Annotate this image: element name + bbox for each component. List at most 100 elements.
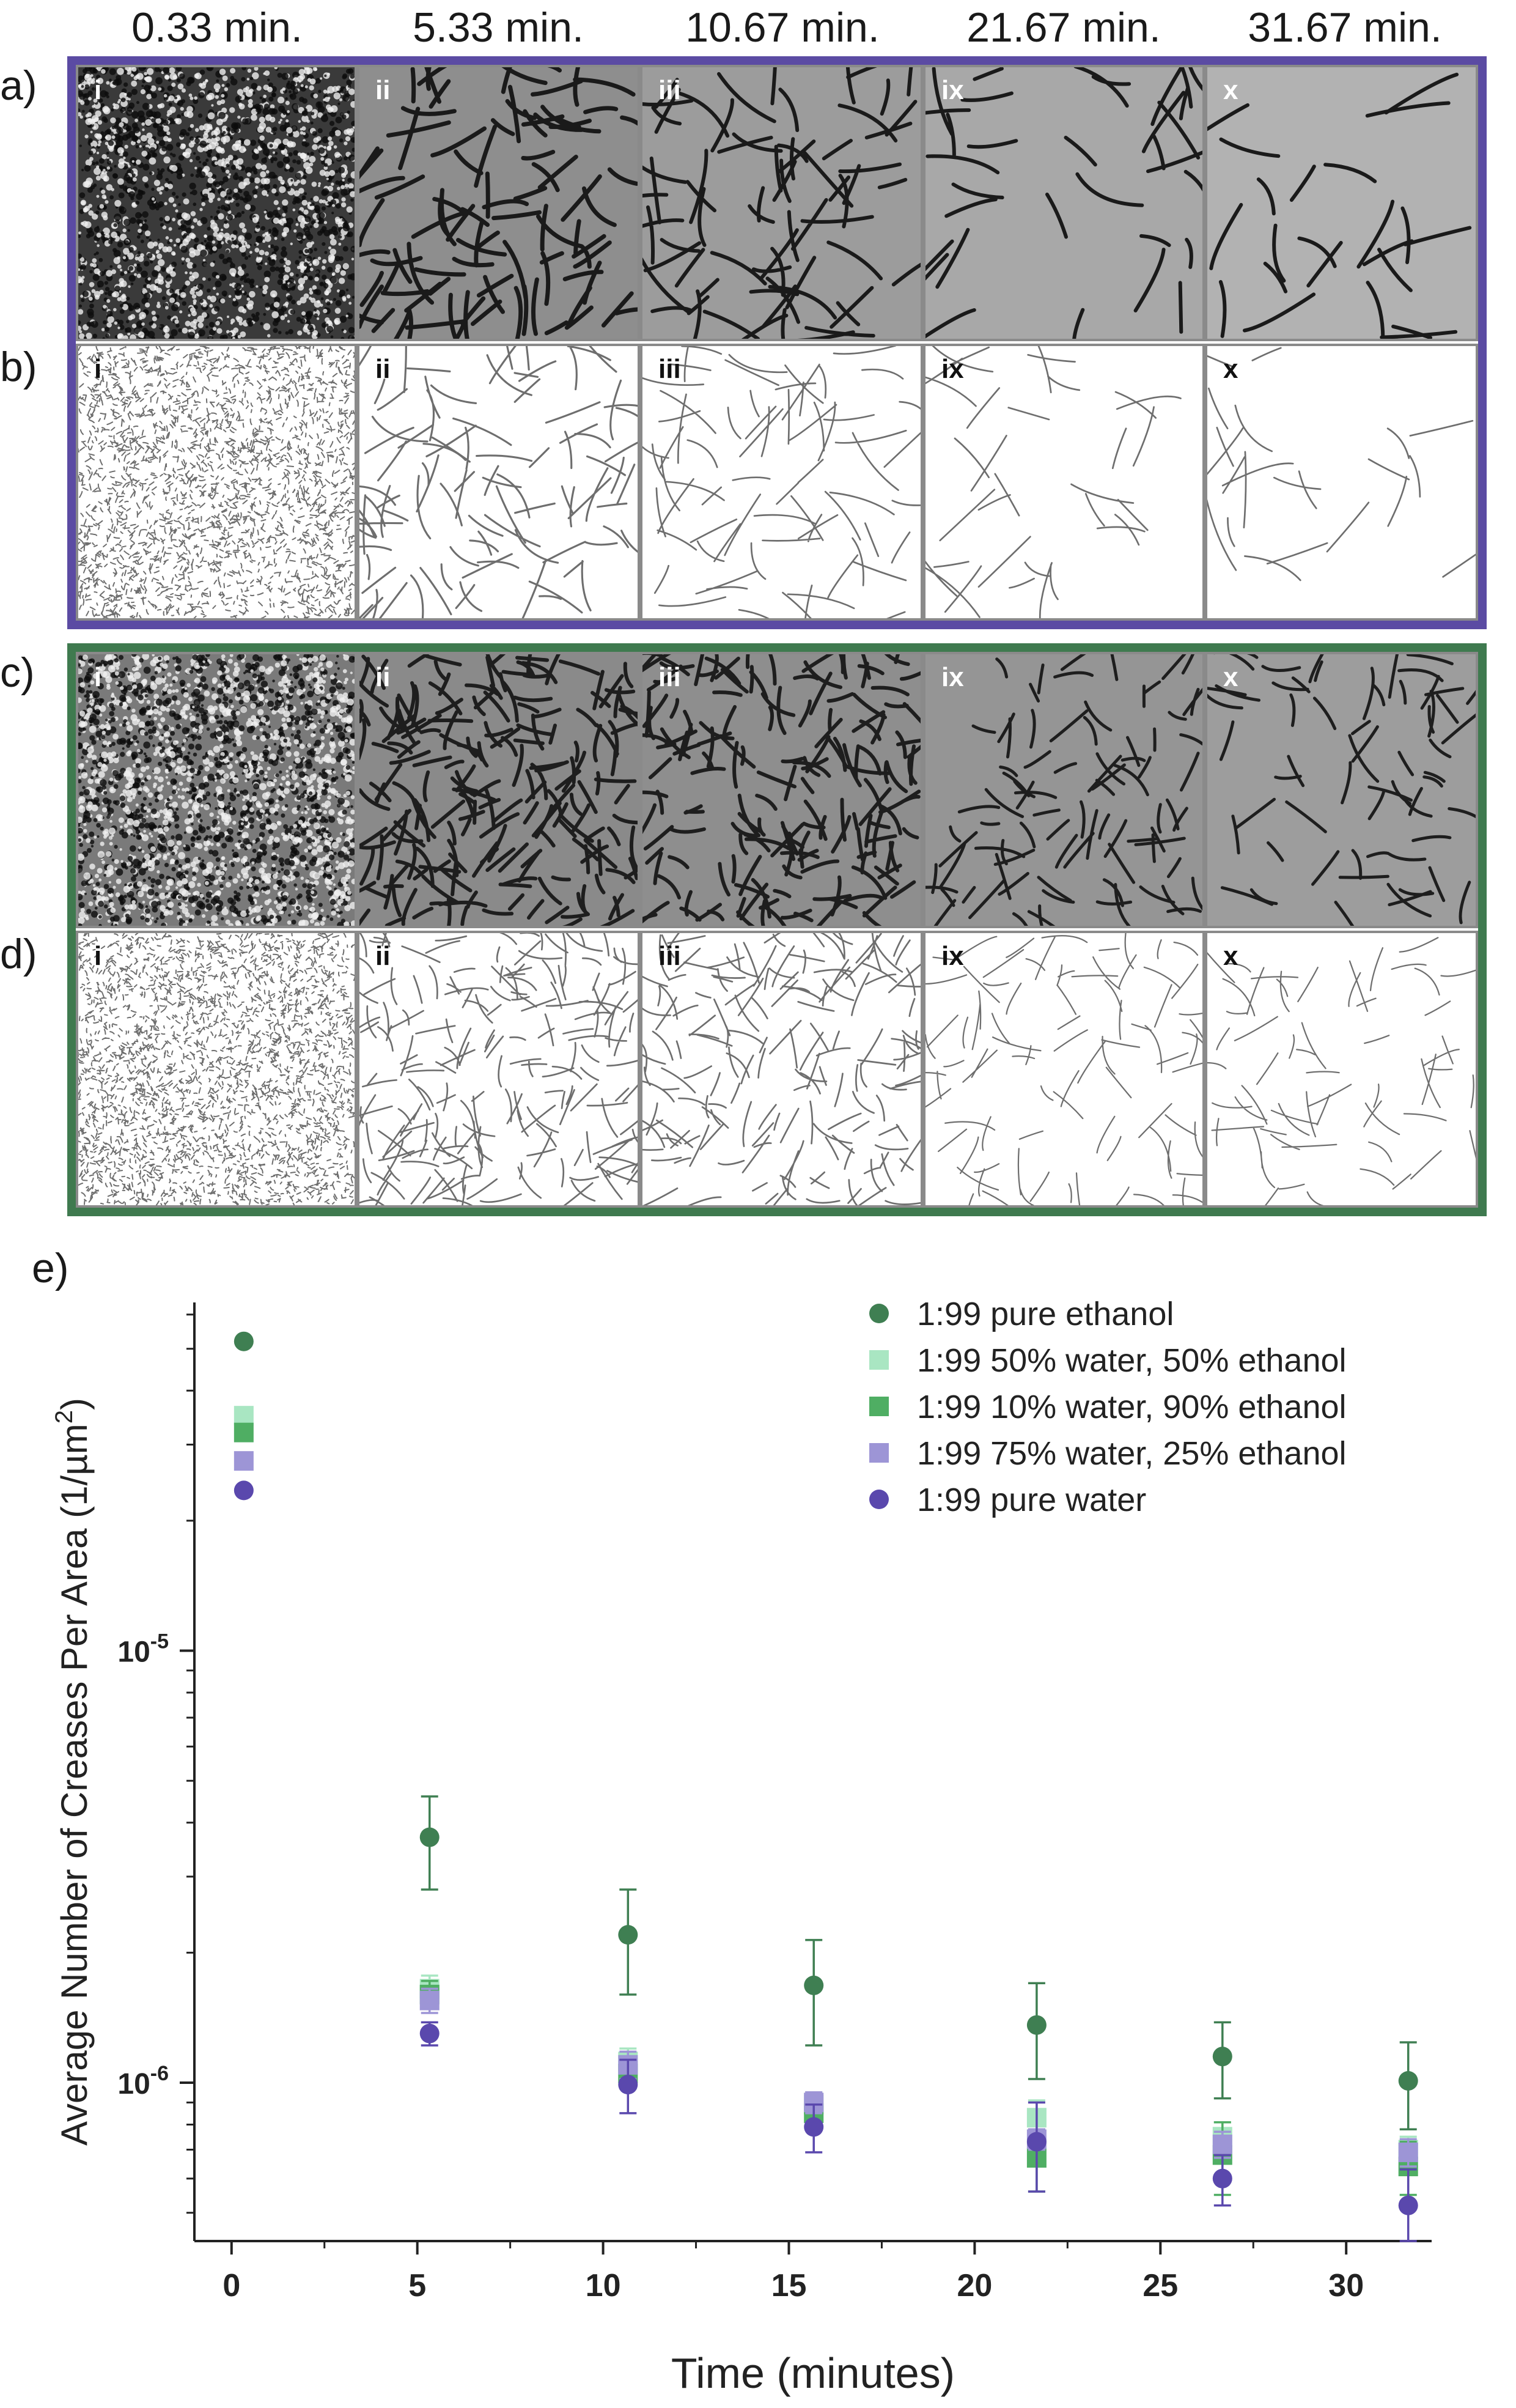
x-axis-title: Time (minutes) [671, 2349, 955, 2397]
column-time-3: 10.67 min. [685, 4, 880, 51]
legend-label: 1:99 50% water, 50% ethanol [917, 1342, 1347, 1379]
micrograph-a-ii: ii [357, 65, 640, 341]
trace-b-iii: iii [640, 344, 923, 621]
legend-label: 1:99 pure water [917, 1482, 1146, 1518]
data-point [804, 1975, 824, 1995]
tile-label: iii [658, 941, 681, 971]
legend-marker [869, 1304, 889, 1323]
tile-label: ii [375, 941, 391, 971]
series-1 [234, 1331, 1418, 2131]
crease-density-chart: e) 0 5 10 15 20 25 30 10-6 10-5 Time (minutes) Ave… [32, 1245, 1432, 2397]
tile-label: x [1223, 941, 1238, 971]
x-tick-label: 0 [223, 2268, 240, 2303]
tile-label: i [94, 354, 102, 384]
row-label-d: d) [0, 931, 37, 977]
purple-frame-ab [67, 56, 1487, 629]
crease-texture [925, 933, 1202, 1205]
crease-texture [78, 67, 355, 339]
legend-marker [869, 1443, 889, 1463]
series-4 [234, 1451, 1418, 2168]
micrograph-c-x: x [1205, 652, 1478, 928]
crease-texture [359, 654, 638, 926]
row-label-a: a) [0, 62, 37, 109]
data-point [234, 1451, 254, 1471]
micrograph-c-iii: iii [640, 652, 923, 928]
tile-label: ii [375, 354, 391, 384]
data-point [618, 1925, 638, 1945]
axes: 0 5 10 15 20 25 30 10-6 10-5 Time (minutes) Averag… [51, 1302, 1432, 2397]
trace-d-ix: ix [923, 931, 1205, 1208]
tile-label: x [1223, 662, 1238, 692]
x-tick-label: 20 [957, 2268, 992, 2303]
trace-b-x: x [1205, 344, 1478, 621]
y-axis-title: Average Number of Creases Per Area (1/µm… [51, 1398, 95, 2146]
tile-label: x [1223, 75, 1238, 105]
data-point [618, 2075, 638, 2095]
trace-b-i: i [76, 344, 357, 621]
data-point [234, 1406, 254, 1426]
tile-label: ix [941, 75, 964, 105]
column-time-4: 21.67 min. [966, 4, 1161, 51]
tile-label: iii [658, 662, 681, 692]
micrograph-c-ix: ix [923, 652, 1205, 928]
micrograph-c-i: i [76, 652, 357, 928]
x-tick-label: 15 [771, 2268, 807, 2303]
data-point [1212, 2047, 1232, 2067]
legend-marker [869, 1490, 889, 1509]
crease-texture [925, 67, 1202, 339]
tile-label: ix [941, 354, 964, 384]
tile-label: i [94, 75, 102, 105]
crease-texture [642, 67, 921, 339]
tile-label: iii [658, 75, 681, 105]
data-point [234, 1480, 254, 1501]
crease-texture [359, 346, 638, 618]
tile-label: i [94, 941, 102, 971]
data-point [1212, 2134, 1232, 2154]
crease-texture [925, 654, 1202, 926]
legend: 1:99 pure ethanol 1:99 50% water, 50% eth… [869, 1296, 1347, 1518]
row-label-c: c) [0, 649, 35, 696]
row-label-b: b) [0, 344, 37, 390]
data-point [1398, 2142, 1418, 2162]
tile-label: ii [375, 75, 391, 105]
column-time-5: 31.67 min. [1248, 4, 1442, 51]
crease-texture [359, 933, 638, 1205]
green-frame-cd [67, 643, 1487, 1216]
micrograph-a-iii: iii [640, 65, 923, 341]
data-point [419, 1990, 440, 2011]
crease-texture [78, 654, 355, 926]
crease-texture [78, 933, 355, 1205]
data-point [1026, 2132, 1047, 2152]
series-3 [234, 1422, 1418, 2196]
data-point [804, 2117, 824, 2137]
trace-d-iii: iii [640, 931, 923, 1208]
legend-label: 1:99 10% water, 90% ethanol [917, 1389, 1347, 1425]
micrograph-c-ii: ii [357, 652, 640, 928]
crease-texture [925, 346, 1202, 618]
y-tick-label: 10-5 [117, 1630, 169, 1669]
crease-texture [1207, 933, 1476, 1205]
data-series [234, 1331, 1418, 2242]
crease-texture [1207, 346, 1476, 618]
data-point [419, 1827, 440, 1847]
data-point [1026, 2015, 1047, 2035]
series-2 [234, 1406, 1418, 2165]
x-tick-label: 25 [1143, 2268, 1178, 2303]
tile-label: ix [941, 941, 964, 971]
crease-texture [642, 346, 921, 618]
x-tick-label: 10 [586, 2268, 621, 2303]
y-tick-label: 10-6 [117, 2062, 169, 2100]
micrograph-a-ix: ix [923, 65, 1205, 341]
trace-d-ii: ii [357, 931, 640, 1208]
column-time-2: 5.33 min. [413, 4, 584, 51]
data-point [234, 1422, 254, 1442]
data-point [1398, 2070, 1418, 2091]
panel-label-e: e) [32, 1245, 68, 1291]
crease-texture [1207, 654, 1476, 926]
data-point [1398, 2195, 1418, 2215]
trace-b-ii: ii [357, 344, 640, 621]
x-tick-label: 5 [408, 2268, 426, 2303]
column-time-1: 0.33 min. [131, 4, 303, 51]
legend-marker [869, 1350, 889, 1370]
data-point [1212, 2168, 1232, 2188]
